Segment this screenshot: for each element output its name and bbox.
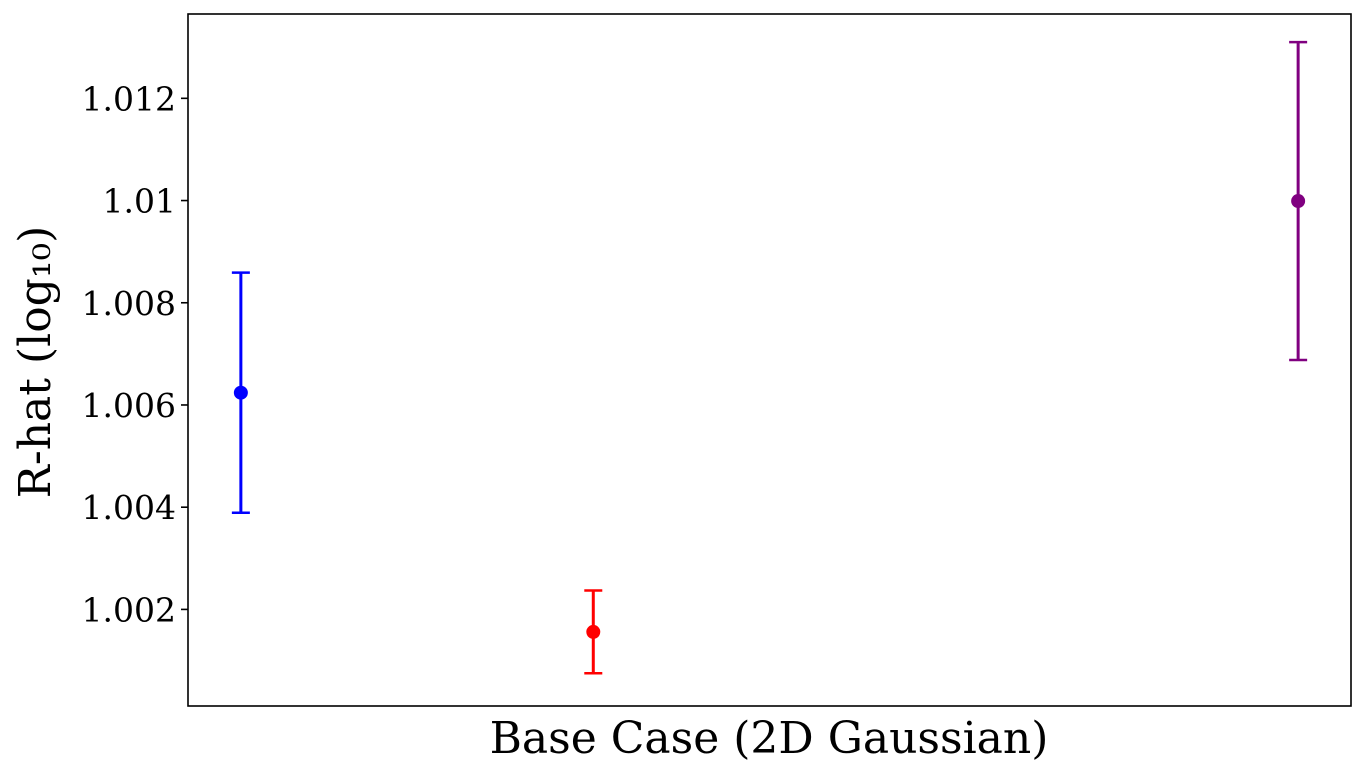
data-point bbox=[1291, 194, 1306, 209]
data-point bbox=[233, 385, 248, 400]
data-point bbox=[586, 624, 601, 639]
x-axis-label: Base Case (2D Gaussian) bbox=[490, 713, 1049, 764]
error-bar-point bbox=[1289, 40, 1308, 362]
y-tick-label: 1.012 bbox=[82, 79, 176, 118]
y-axis-label: R-hat (log₁₀) bbox=[10, 226, 61, 499]
y-tick-label: 1.006 bbox=[82, 386, 176, 425]
y-tick-label: 1.004 bbox=[82, 488, 176, 527]
y-tick-label: 1.002 bbox=[82, 590, 176, 629]
data-marks bbox=[231, 40, 1308, 675]
y-tick-label: 1.008 bbox=[82, 284, 176, 323]
error-bar-point bbox=[584, 589, 603, 675]
y-axis-ticks: 1.002 1.004 1.006 1.008 1.01 1.012 bbox=[82, 79, 188, 629]
error-bar-point bbox=[231, 271, 250, 515]
y-tick-label: 1.01 bbox=[103, 182, 176, 221]
plot-frame bbox=[187, 13, 1352, 707]
